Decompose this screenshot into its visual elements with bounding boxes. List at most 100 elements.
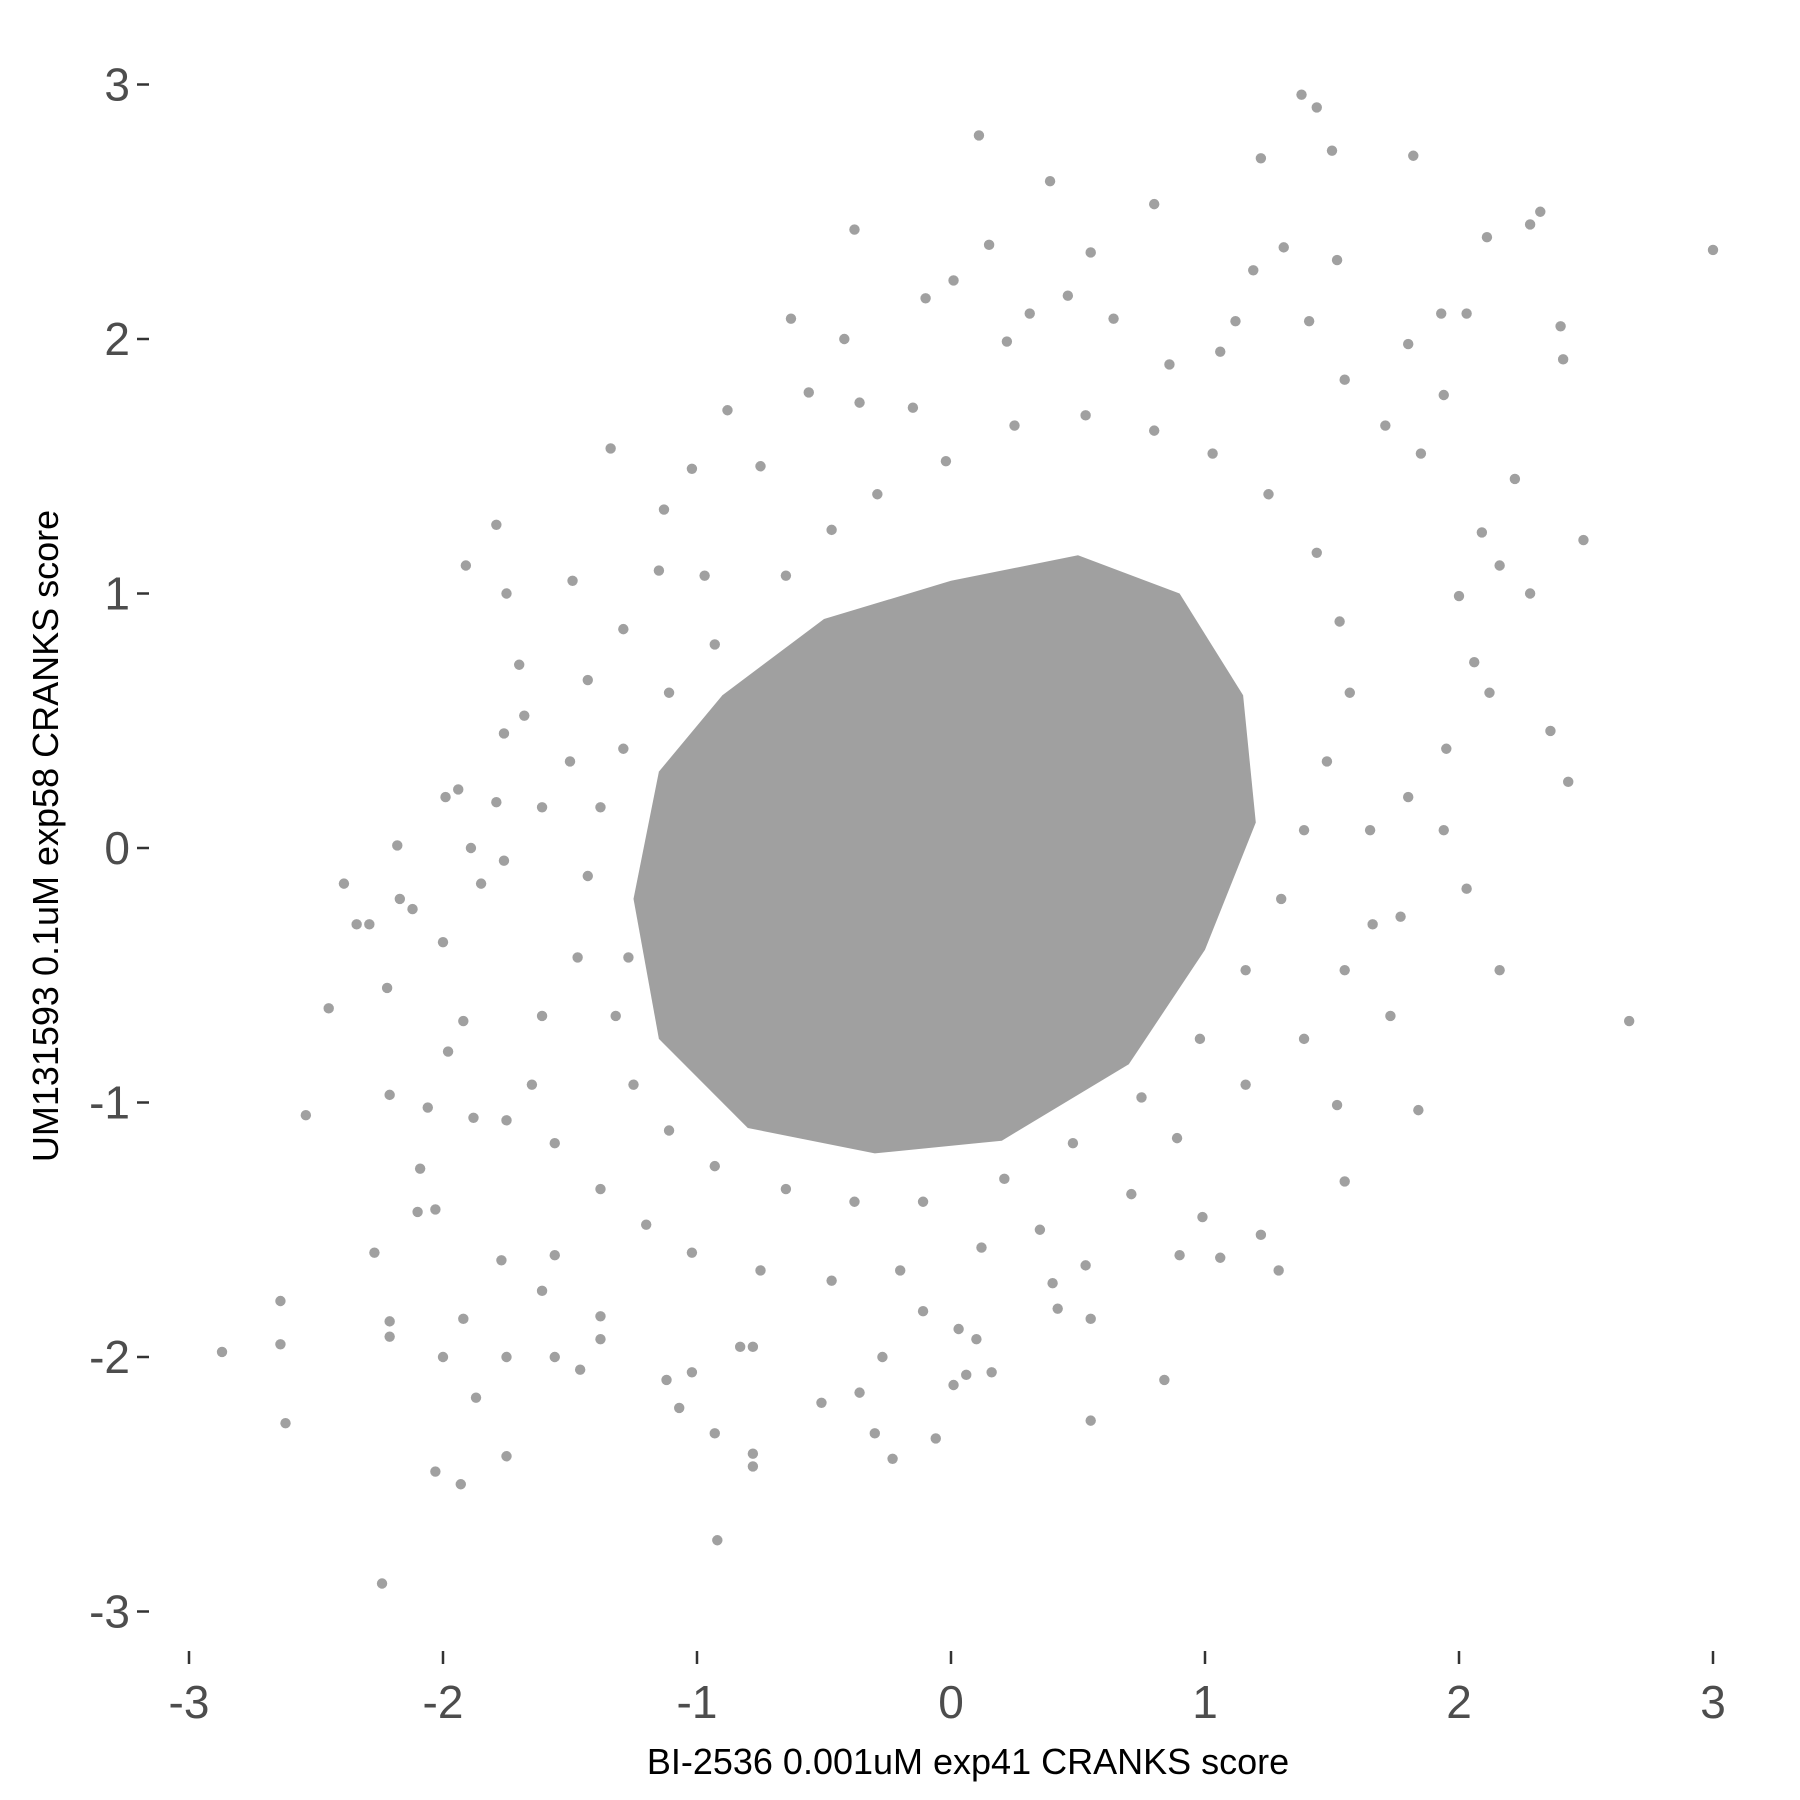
data-point [1403,791,1414,803]
data-point [442,1046,454,1057]
data-point [1331,254,1343,266]
data-point [839,333,850,345]
data-point [1024,308,1035,319]
data-point [582,870,593,882]
data-point [1085,1313,1096,1325]
data-point [930,1433,941,1444]
data-point [712,1535,723,1546]
data-point [869,1428,880,1439]
data-point [971,1333,982,1345]
data-point [747,1341,759,1353]
data-point [582,674,593,686]
data-point [686,1247,698,1258]
data-point [1494,964,1505,976]
data-point [1339,1176,1350,1187]
data-point [1321,756,1333,767]
data-point [877,1351,888,1363]
data-point [920,293,931,304]
y-tick-label: 3 [104,59,130,111]
data-point [709,639,720,650]
data-point [917,1196,929,1207]
data-point [1331,1099,1343,1111]
data-point [498,728,510,739]
data-point [1436,308,1447,319]
data-point [755,461,766,472]
data-point [412,1206,423,1218]
data-point [826,524,837,536]
data-point [1248,265,1259,276]
data-point [895,1265,906,1276]
data-point [549,1250,560,1261]
data-point [1240,1079,1251,1090]
data-point [453,784,464,795]
data-point [275,1339,286,1350]
data-point [458,1015,469,1027]
data-point [430,1204,441,1215]
data-point [826,1275,837,1286]
data-point [953,1323,964,1335]
data-point [1557,354,1569,365]
data-point [854,1387,865,1398]
data-point [1263,489,1274,500]
data-point [780,1183,792,1195]
data-point [381,982,393,994]
data-point [1380,420,1391,431]
data-point [468,1112,479,1123]
data-point [1415,448,1427,459]
y-tick-label: -3 [89,1586,130,1638]
data-point [1273,1265,1284,1276]
data-point [595,1333,606,1345]
data-point [574,1364,586,1375]
data-point [496,1255,507,1266]
data-point [549,1138,560,1149]
data-point [1296,89,1307,100]
data-point [1067,1138,1079,1149]
data-point [1339,964,1350,976]
data-point [1334,616,1345,627]
data-point [1126,1188,1137,1200]
data-point [854,397,865,408]
data-point [1326,145,1338,156]
data-point [1047,1277,1058,1289]
data-point [709,1428,720,1439]
data-point [1311,102,1322,113]
data-point [699,570,710,581]
data-point [1494,560,1505,571]
data-point [572,952,583,963]
x-tick-label: -2 [423,1676,464,1728]
data-point [323,1003,334,1014]
data-point [536,1285,548,1297]
data-point [1276,893,1287,905]
data-point [1524,588,1536,599]
data-point [422,1102,433,1113]
data-point [536,802,548,813]
data-point [437,936,449,948]
data-point [785,313,797,324]
data-point [275,1295,286,1307]
data-point [1408,150,1419,161]
data-point [803,387,814,398]
data-point [1461,308,1472,319]
data-point [948,1379,959,1391]
data-point [1085,247,1096,258]
data-point [618,743,629,754]
data-point [376,1578,388,1589]
data-point [1230,315,1241,327]
data-point [1545,725,1556,737]
data-point [1009,420,1020,431]
data-point [605,443,616,454]
data-point [686,463,698,474]
data-point [351,919,362,930]
data-point [440,791,451,803]
data-point [1364,824,1376,836]
data-point [780,570,792,581]
y-tick-label: -1 [89,1077,130,1129]
data-point [1707,244,1719,256]
x-tick-label: 2 [1446,1676,1472,1728]
data-point [1303,315,1315,327]
data-point [519,710,530,721]
data-point [1149,198,1160,210]
data-point [392,840,403,851]
data-point [940,455,952,467]
data-point [1044,176,1056,187]
